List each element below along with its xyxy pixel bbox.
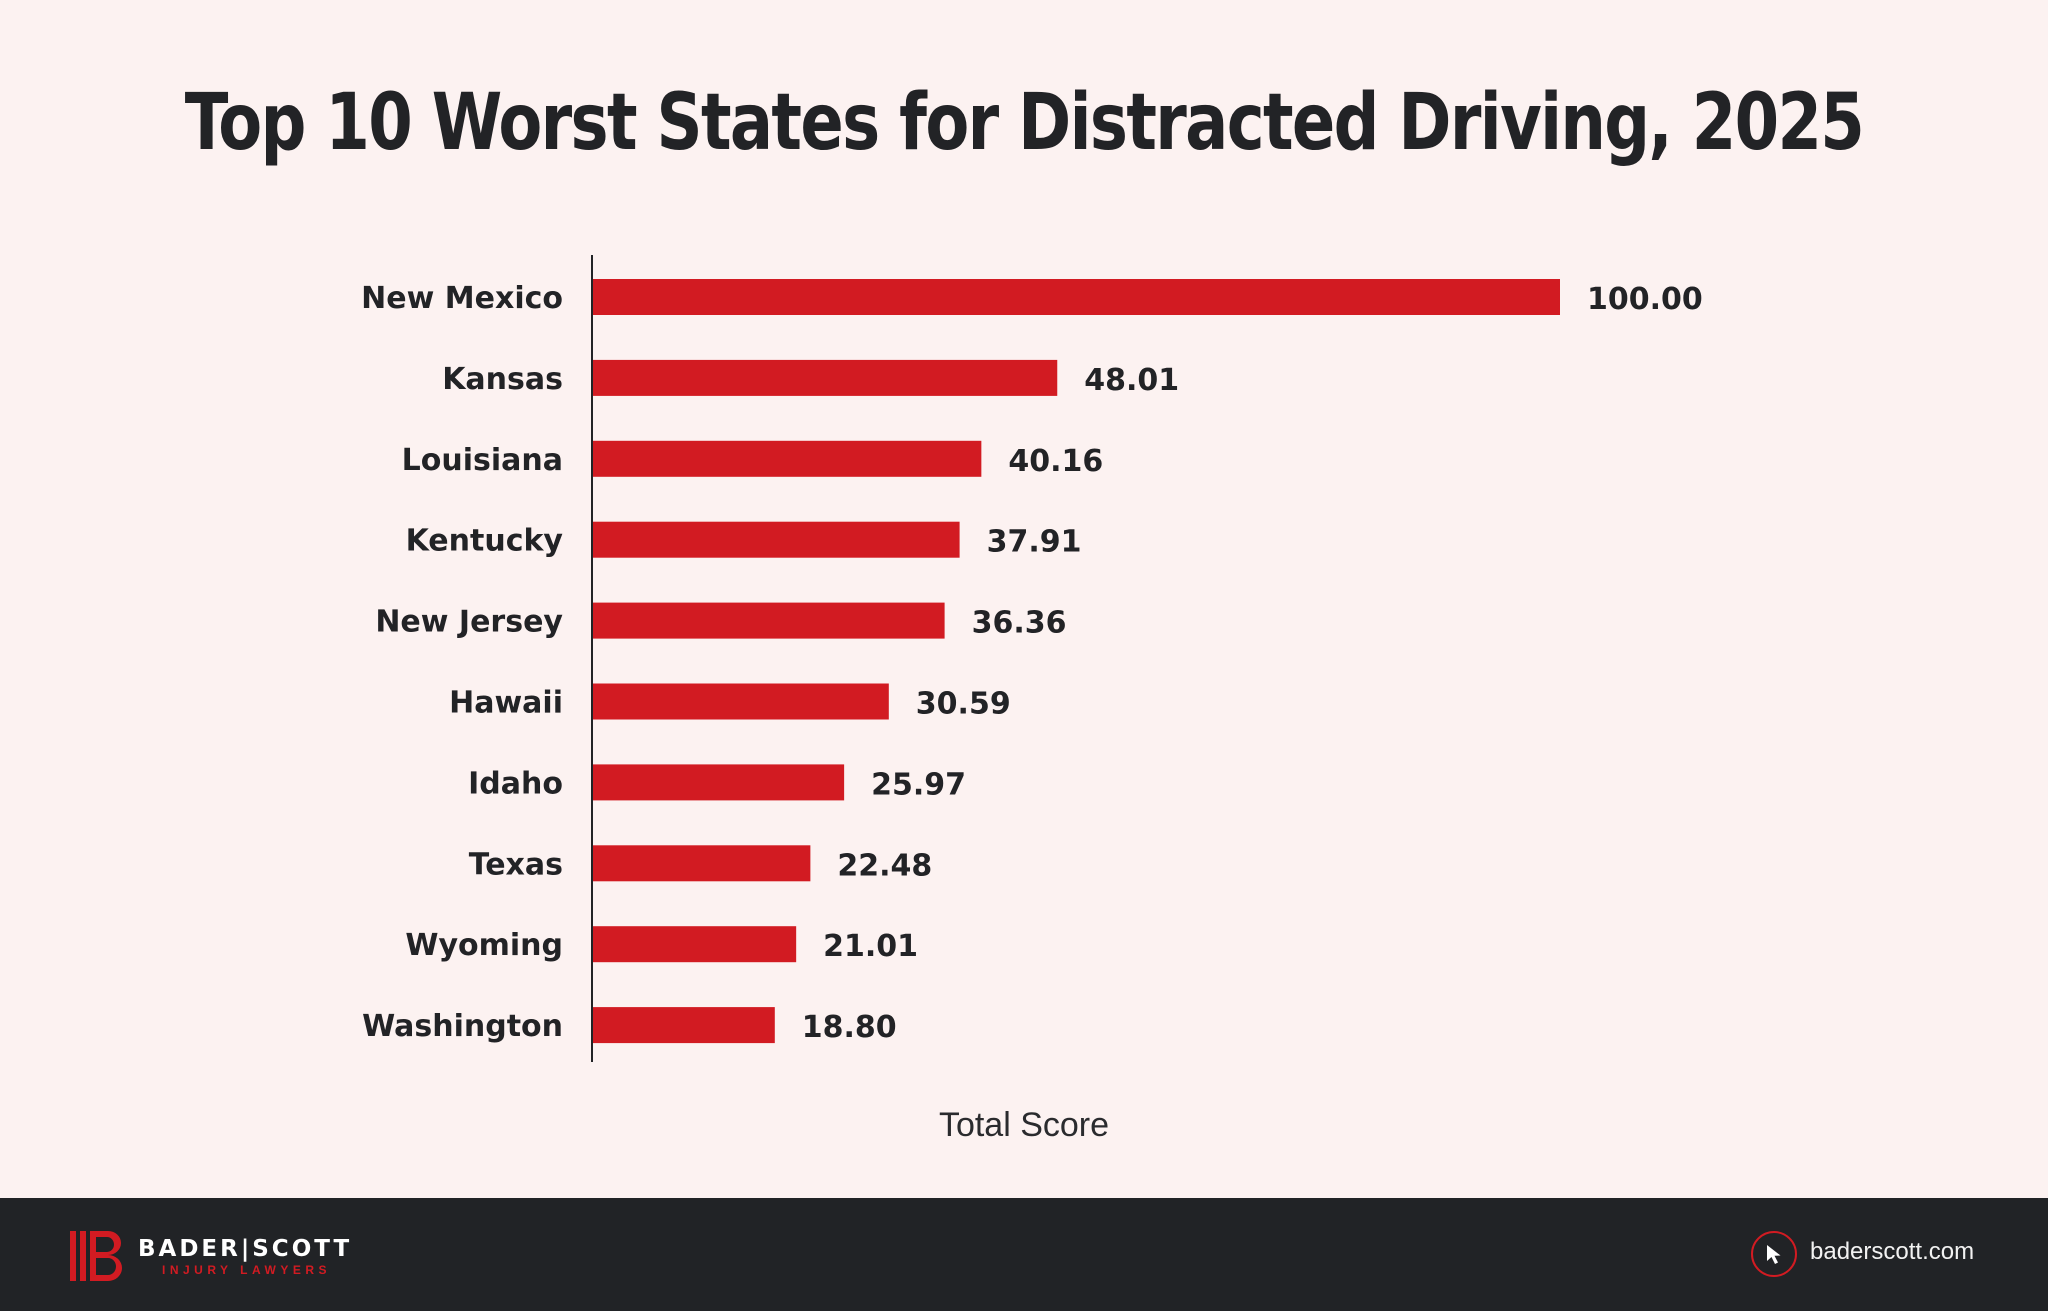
chart-title: Top 10 Worst States for Distracted Drivi… bbox=[184, 78, 1865, 168]
category-label: Louisiana bbox=[402, 443, 563, 478]
brand-tagline: INJURY LAWYERS bbox=[162, 1263, 332, 1277]
bar-kentucky bbox=[593, 521, 960, 558]
bar-texas bbox=[593, 845, 811, 882]
bar-idaho bbox=[593, 764, 845, 801]
value-label: 37.91 bbox=[987, 525, 1082, 560]
bar-new-mexico bbox=[593, 279, 1560, 315]
category-label: New Mexico bbox=[361, 281, 563, 316]
category-label: New Jersey bbox=[375, 605, 563, 640]
category-label: Texas bbox=[469, 847, 563, 882]
category-label: Washington bbox=[362, 1009, 563, 1044]
category-label: Hawaii bbox=[449, 686, 563, 721]
brand-name: BADER|SCOTT bbox=[138, 1236, 353, 1262]
bar-wyoming bbox=[593, 926, 797, 963]
category-label: Wyoming bbox=[405, 928, 563, 963]
value-label: 21.01 bbox=[823, 929, 918, 964]
value-label: 100.00 bbox=[1587, 282, 1703, 317]
bar-new-jersey bbox=[593, 602, 945, 639]
value-label: 36.36 bbox=[972, 606, 1067, 641]
bader-scott-logo-icon bbox=[70, 1231, 122, 1281]
value-label: 22.48 bbox=[837, 848, 932, 883]
value-label: 48.01 bbox=[1084, 363, 1179, 398]
bar-hawaii bbox=[593, 683, 889, 720]
value-label: 25.97 bbox=[871, 767, 966, 802]
category-label: Kentucky bbox=[406, 524, 564, 559]
value-label: 40.16 bbox=[1008, 444, 1103, 479]
website-link[interactable]: baderscott.com bbox=[1810, 1238, 1975, 1265]
x-axis-label: Total Score bbox=[938, 1106, 1110, 1144]
value-label: 30.59 bbox=[916, 687, 1011, 722]
footer: BADER|SCOTT INJURY LAWYERS baderscott.co… bbox=[0, 1198, 2048, 1311]
bar-louisiana bbox=[593, 440, 982, 477]
bar-chart: New Mexico 100.00 Kansas 48.01 Louisiana 40.1… bbox=[361, 255, 1703, 1062]
value-label: 18.80 bbox=[802, 1010, 897, 1045]
category-label: Idaho bbox=[468, 766, 563, 801]
bar-kansas bbox=[593, 359, 1058, 396]
category-label: Kansas bbox=[442, 362, 563, 397]
cursor-click-icon bbox=[1751, 1231, 1797, 1277]
bar-washington bbox=[593, 1007, 775, 1044]
